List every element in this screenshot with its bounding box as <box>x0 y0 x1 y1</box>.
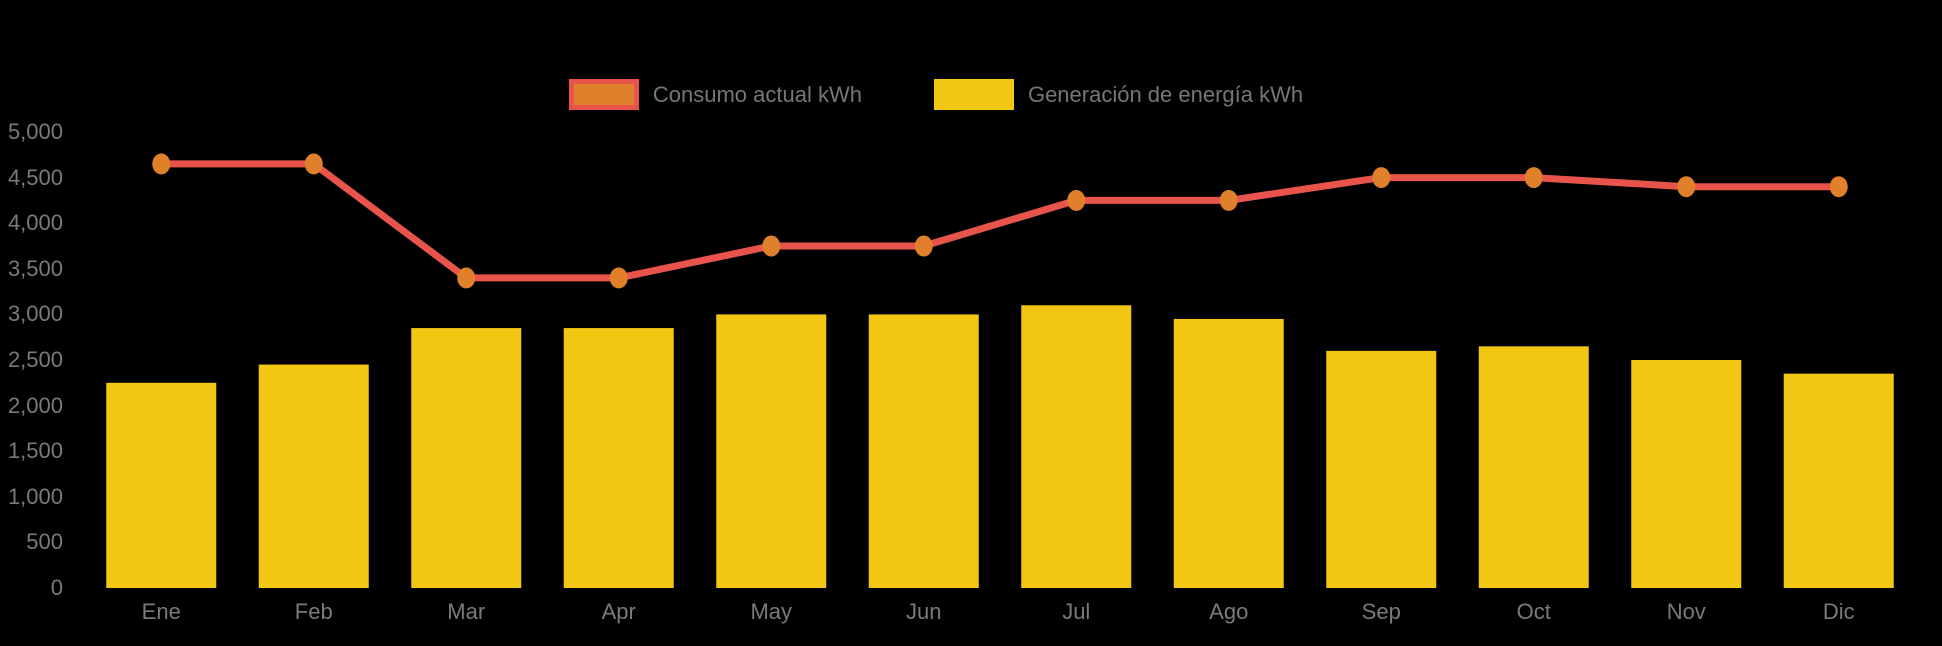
line-point-nov[interactable] <box>1677 176 1696 198</box>
legend-label-generacion: Generación de energía kWh <box>1027 82 1304 107</box>
line-point-sep[interactable] <box>1372 167 1391 189</box>
line-point-may[interactable] <box>762 235 781 257</box>
x-tick-label-sep: Sep <box>1361 599 1401 624</box>
bar-oct[interactable] <box>1478 346 1589 588</box>
y-tick-label: 0 <box>50 575 63 600</box>
legend-item-consumo[interactable]: Consumo actual kWh <box>568 79 862 110</box>
x-tick-label-may: May <box>750 599 793 624</box>
chart-legend: Consumo actual kWh Generación de energía… <box>0 79 1907 110</box>
line-point-jul[interactable] <box>1067 189 1086 211</box>
y-tick-label: 2,500 <box>7 347 63 372</box>
y-tick-label: 3,000 <box>7 301 63 327</box>
bar-dic[interactable] <box>1783 373 1894 588</box>
bar-jul[interactable] <box>1021 305 1132 588</box>
bar-nov[interactable] <box>1631 360 1742 588</box>
y-tick-label: 4,000 <box>7 210 63 236</box>
bar-mar[interactable] <box>411 328 522 588</box>
x-tick-label-jul: Jul <box>1062 599 1091 624</box>
bar-series-swatch-icon <box>933 79 1014 110</box>
line-point-ene[interactable] <box>152 153 171 175</box>
bar-sep[interactable] <box>1326 350 1437 588</box>
x-tick-label-nov: Nov <box>1666 599 1706 624</box>
legend-item-generacion[interactable]: Generación de energía kWh <box>933 79 1304 110</box>
x-tick-label-ago: Ago <box>1209 599 1249 624</box>
consumo-line <box>157 160 1843 282</box>
bar-may[interactable] <box>716 314 827 588</box>
line-series-swatch-icon <box>568 79 639 110</box>
x-tick-label-mar: Mar <box>447 599 486 624</box>
y-tick-label: 1,500 <box>7 438 63 464</box>
y-tick-label: 500 <box>26 529 63 555</box>
bar-jun[interactable] <box>868 314 979 588</box>
bar-ene[interactable] <box>106 382 217 588</box>
line-point-dic[interactable] <box>1829 176 1848 198</box>
y-tick-label: 3,500 <box>7 255 63 281</box>
y-tick-label: 5,000 <box>7 119 63 144</box>
x-tick-label-dic: Dic <box>1822 599 1855 624</box>
line-point-mar[interactable] <box>457 267 476 289</box>
x-tick-label-apr: Apr <box>601 599 636 624</box>
line-point-oct[interactable] <box>1524 167 1543 189</box>
y-tick-label: 4,500 <box>7 164 63 190</box>
bar-feb[interactable] <box>258 364 369 588</box>
line-point-feb[interactable] <box>304 153 323 175</box>
bar-ago[interactable] <box>1173 318 1284 588</box>
x-tick-label-oct: Oct <box>1516 599 1551 624</box>
y-axis-tick-labels: 0 500 1,000 1,500 2,000 2,500 3,000 3,500 4,000 4… <box>0 0 63 646</box>
x-tick-label-feb: Feb <box>294 599 333 624</box>
x-tick-label-jun: Jun <box>906 599 942 624</box>
line-point-ago[interactable] <box>1219 189 1238 211</box>
bar-apr[interactable] <box>563 328 674 588</box>
y-tick-label: 2,000 <box>7 392 63 418</box>
legend-label-consumo: Consumo actual kWh <box>652 82 862 107</box>
y-tick-label: 1,000 <box>7 483 63 509</box>
line-point-jun[interactable] <box>914 235 933 257</box>
x-tick-label-ene: Ene <box>141 599 181 624</box>
line-point-apr[interactable] <box>609 267 628 289</box>
